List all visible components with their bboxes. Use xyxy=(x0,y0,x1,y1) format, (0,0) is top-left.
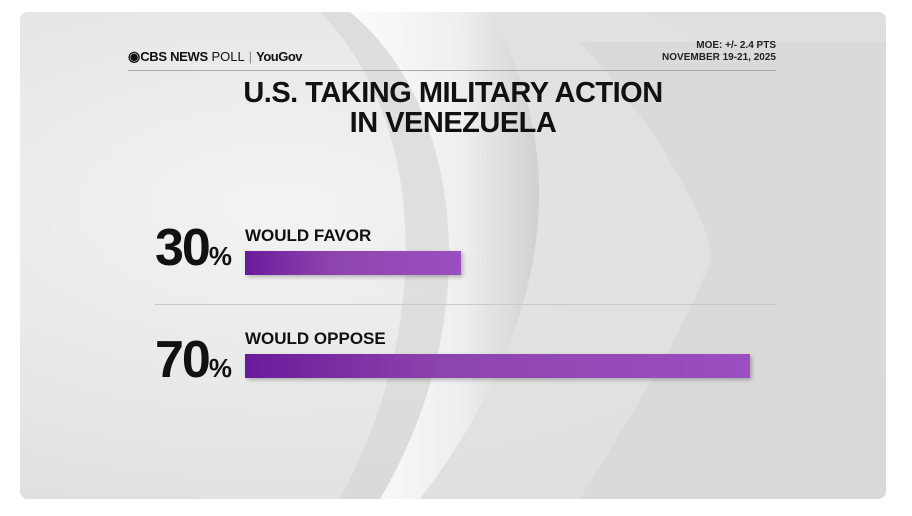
value-label-oppose: 70% xyxy=(155,330,232,390)
category-label-favor: WOULD FAVOR xyxy=(245,226,372,245)
chart-title-line2: IN VENEZUELA xyxy=(349,107,557,139)
poll-dates: NOVEMBER 19-21, 2025 xyxy=(662,52,776,63)
row-divider xyxy=(155,304,777,305)
value-label-favor-unit: % xyxy=(208,241,232,271)
brand-separator: | xyxy=(248,49,253,64)
category-label-oppose: WOULD OPPOSE xyxy=(245,329,386,348)
poll-header: ◉CBS NEWS POLL | YouGov MOE: +/- 2.4 PTS N… xyxy=(128,40,776,71)
value-label-oppose-number: 70 xyxy=(155,331,211,389)
brand-cbs-text: CBS NEWS xyxy=(140,49,208,64)
poll-card: ◉CBS NEWS POLL | YouGov MOE: +/- 2.4 PTS N… xyxy=(20,12,886,499)
chart-title: U.S. TAKING MILITARY ACTION IN VENEZUELA xyxy=(20,78,886,138)
bar-oppose xyxy=(245,354,750,378)
moe-text: MOE: +/- 2.4 PTS xyxy=(696,40,776,51)
poll-meta: MOE: +/- 2.4 PTS NOVEMBER 19-21, 2025 xyxy=(662,40,776,64)
value-label-favor: 30% xyxy=(155,218,232,278)
brand-logo: ◉CBS NEWS POLL | YouGov xyxy=(128,48,303,65)
brand-poll-text: POLL xyxy=(211,49,245,64)
chart-title-line1: U.S. TAKING MILITARY ACTION xyxy=(243,77,663,109)
bar-favor xyxy=(245,251,461,275)
value-label-favor-number: 30 xyxy=(155,219,211,277)
cbs-eye-icon: ◉ xyxy=(128,48,141,64)
brand-partner-text: YouGov xyxy=(256,49,303,64)
value-label-oppose-unit: % xyxy=(208,353,232,383)
